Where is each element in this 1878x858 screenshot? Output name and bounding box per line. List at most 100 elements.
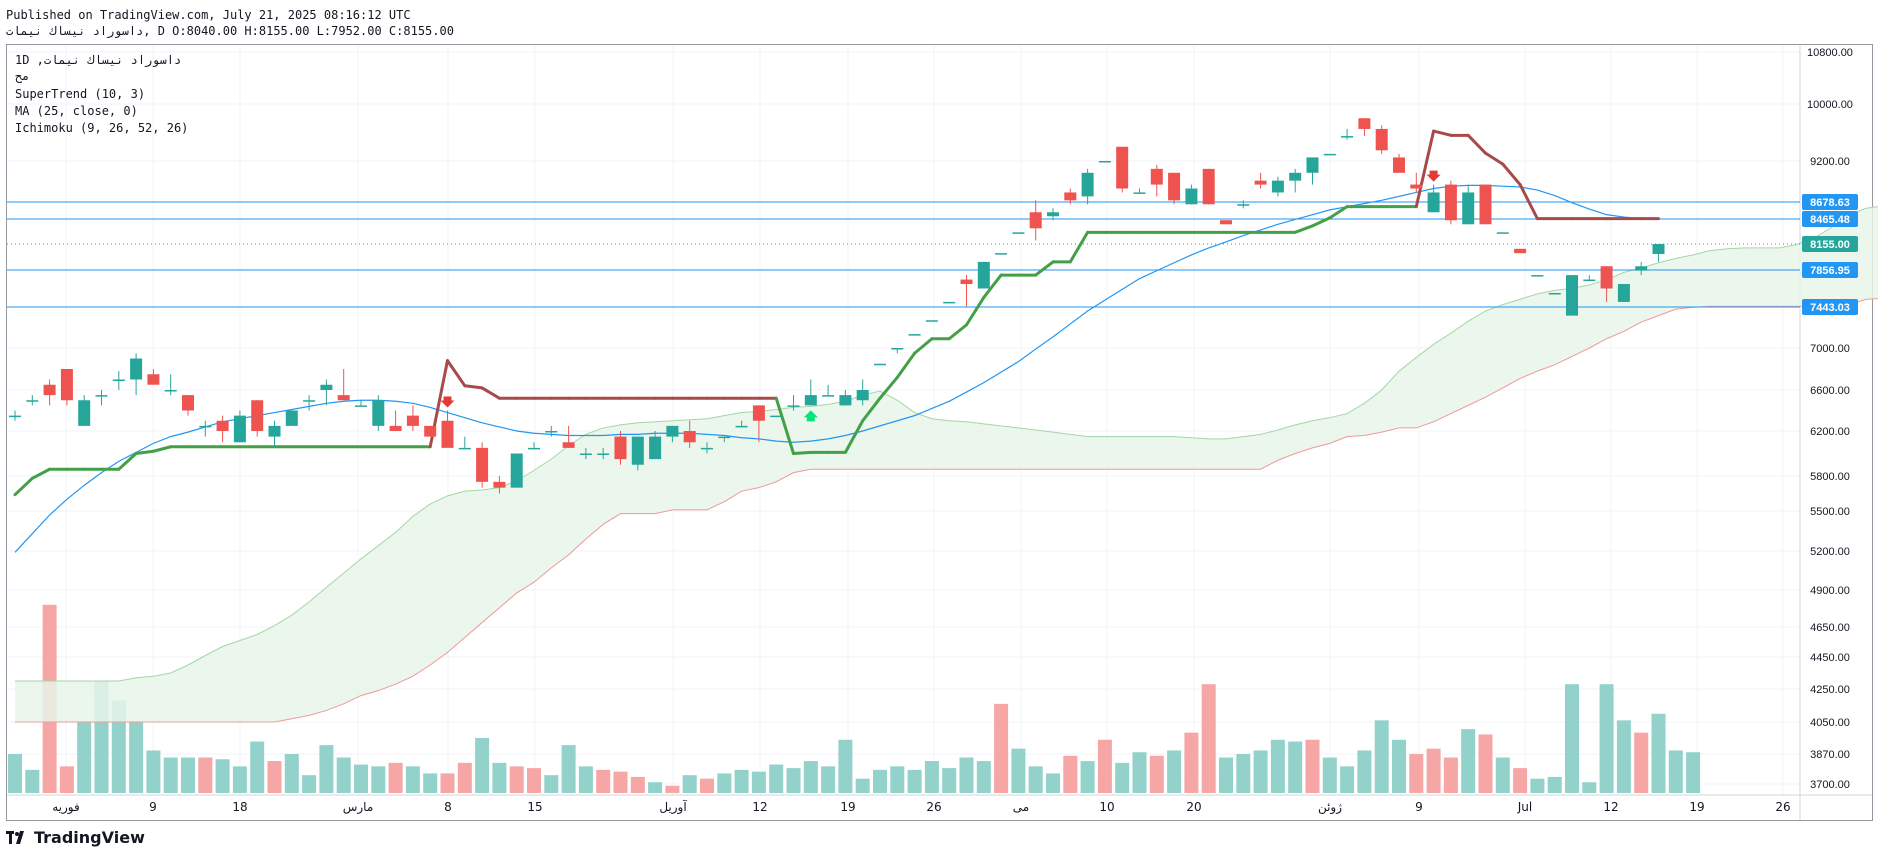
volume-bar — [1547, 776, 1562, 793]
volume-bar — [1270, 739, 1285, 793]
volume-bar — [250, 741, 265, 793]
candle-body — [874, 363, 886, 366]
volume-bar — [1392, 739, 1406, 793]
volume-bar — [682, 775, 697, 793]
volume-bar — [77, 722, 92, 793]
volume-bar — [527, 768, 541, 793]
candle-body — [493, 481, 506, 488]
tradingview-logo[interactable]: TradingView — [6, 828, 145, 847]
candle-body — [701, 447, 713, 450]
x-tick-label: 19 — [1689, 800, 1704, 814]
volume-bar — [25, 769, 40, 793]
candle-body — [597, 453, 610, 455]
candle-body — [285, 410, 298, 426]
volume-bar — [1651, 713, 1666, 793]
candle-body — [666, 425, 679, 437]
volume-bar — [336, 757, 351, 793]
volume-bar — [198, 757, 213, 793]
published-line: Published on TradingView.com, July 21, 2… — [6, 8, 411, 22]
volume-bar — [561, 745, 576, 793]
volume-bar — [509, 766, 524, 793]
volume-bar — [1201, 684, 1216, 793]
candle-body — [389, 425, 402, 431]
ichimoku-cloud — [15, 206, 1878, 722]
candle-body — [1271, 180, 1284, 193]
candle-body — [1479, 184, 1492, 225]
volume-bar — [388, 762, 403, 793]
candle-body — [1410, 184, 1423, 189]
volume-bar — [786, 768, 801, 793]
volume-bar — [1115, 762, 1130, 793]
volume-bar — [1443, 757, 1458, 793]
volume-bar — [1461, 729, 1476, 793]
volume-bar — [1495, 757, 1510, 793]
volume-bar — [457, 762, 472, 793]
volume-bar — [544, 775, 559, 793]
volume-bar — [1253, 750, 1268, 793]
candle-body — [251, 400, 264, 431]
candle-body — [908, 334, 921, 336]
volume-bar — [1530, 778, 1545, 793]
volume-bar — [803, 761, 818, 793]
volume-bar — [1063, 755, 1078, 793]
candle-body — [441, 420, 454, 448]
supertrend-segment — [1414, 129, 1436, 209]
price-label-box — [1802, 299, 1858, 315]
legend-exchange: مح — [15, 69, 30, 83]
volume-bar — [1046, 773, 1060, 793]
supertrend-segment — [1068, 230, 1090, 264]
volume-bar — [1184, 732, 1199, 793]
volume-bar — [1149, 755, 1164, 793]
y-tick-label: 4900.00 — [1810, 585, 1850, 597]
volume-bar — [319, 745, 334, 793]
candle-body — [1047, 212, 1059, 217]
candle-body — [1168, 172, 1181, 201]
supertrend-segment — [913, 337, 934, 355]
supertrend-segment — [446, 359, 467, 388]
candle-body — [1393, 157, 1405, 173]
candle-body — [1635, 266, 1648, 271]
x-tick-label: 12 — [1603, 800, 1618, 814]
candle-body — [1220, 220, 1232, 225]
y-tick-label: 4050.00 — [1810, 717, 1850, 729]
legend-supertrend[interactable]: SuperTrend (10, 3) — [15, 87, 146, 101]
supertrend-segment — [878, 375, 899, 400]
volume-bar — [665, 785, 680, 793]
supertrend-segment — [895, 351, 917, 379]
candle-body — [1462, 192, 1475, 225]
x-tick-label: 20 — [1186, 800, 1201, 814]
supertrend-segment — [13, 476, 34, 497]
candle-body — [1202, 168, 1215, 205]
volume-bar — [578, 766, 593, 793]
volume-bar — [769, 764, 784, 793]
x-tick-label: 26 — [926, 800, 941, 814]
volume-bar — [146, 750, 161, 793]
supertrend-segment — [1311, 216, 1332, 228]
moving-average-line — [14, 184, 1659, 553]
volume-bar — [163, 757, 178, 793]
candle-body — [839, 395, 852, 406]
legend-ma[interactable]: MA (25, close, 0) — [15, 104, 138, 118]
candle-body — [1289, 172, 1302, 181]
y-tick-label: 7000.00 — [1810, 343, 1850, 355]
candle-body — [1531, 275, 1544, 277]
volume-bar — [700, 778, 714, 793]
volume-bar — [232, 766, 247, 793]
candle-body — [510, 453, 523, 488]
volume-bar — [129, 722, 144, 793]
x-tick-label: مارس — [343, 800, 374, 815]
candle-body — [1427, 192, 1440, 213]
legend-ichimoku[interactable]: Ichimoku (9, 26, 52, 26) — [15, 121, 189, 135]
volume-bar — [890, 766, 905, 793]
candle-body — [1358, 118, 1371, 129]
candle-body — [458, 447, 471, 450]
candle-body — [804, 395, 817, 406]
candle-body — [1012, 232, 1025, 234]
candle-body — [1185, 188, 1198, 205]
chart-frame[interactable] — [6, 44, 1873, 821]
x-tick-label: فوریه — [52, 800, 80, 815]
candle-body — [60, 369, 73, 401]
price-label: 7856.95 — [1810, 265, 1850, 277]
candle-body — [1237, 204, 1250, 206]
